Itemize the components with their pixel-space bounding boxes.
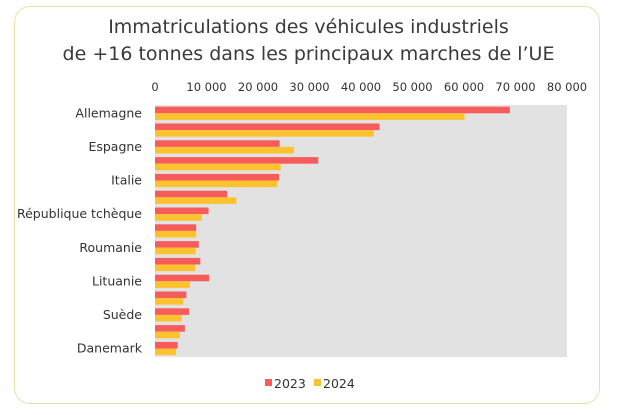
- category-label: République tchèque: [17, 206, 142, 221]
- bar-2023: [155, 173, 280, 181]
- bar-2024: [155, 331, 180, 339]
- category-label: Espagne: [88, 139, 142, 154]
- x-tick-label: 60 000: [444, 80, 484, 94]
- category-label: Italie: [111, 173, 142, 188]
- x-tick-label: 0: [151, 80, 158, 94]
- bar-2024: [155, 214, 202, 221]
- bar-2024: [155, 298, 184, 305]
- legend-label: 2023: [274, 376, 306, 391]
- chart-card: [14, 6, 600, 404]
- bar-2024: [155, 163, 281, 171]
- bar-2024: [155, 230, 197, 238]
- bar-2023: [155, 190, 228, 198]
- category-label: Allemagne: [75, 105, 142, 120]
- bar-2024: [155, 348, 177, 356]
- bar-2023: [155, 274, 210, 282]
- x-tick-label: 10 000: [186, 80, 226, 94]
- bar-2024: [155, 180, 278, 188]
- chart-title: Immatriculations des véhicules industrie…: [0, 14, 617, 68]
- bar-2023: [155, 341, 178, 349]
- bar-2023: [155, 157, 319, 164]
- bar-2023: [155, 123, 380, 131]
- bar-2024: [155, 113, 465, 120]
- x-tick-label: 70 000: [495, 80, 535, 94]
- bar-2023: [155, 291, 187, 299]
- bar-2024: [155, 264, 196, 272]
- bar-2023: [155, 106, 510, 114]
- bar-2024: [155, 281, 191, 288]
- legend-swatch-2024: [314, 379, 321, 386]
- bar-2023: [155, 140, 280, 147]
- bar-2024: [155, 130, 374, 137]
- bar-2023: [155, 257, 201, 265]
- bar-2023: [155, 241, 199, 248]
- bar-2023: [155, 224, 197, 231]
- bar-2023: [155, 325, 185, 332]
- category-label: Roumanie: [79, 240, 142, 255]
- chart-title-line-1: Immatriculations des véhicules industrie…: [108, 16, 509, 38]
- x-tick-label: 80 000: [547, 80, 587, 94]
- bar-2024: [155, 197, 237, 204]
- category-label: Danemark: [77, 341, 143, 356]
- x-tick-label: 20 000: [238, 80, 278, 94]
- x-tick-label: 50 000: [392, 80, 432, 94]
- category-label: Suède: [103, 307, 142, 322]
- chart-title-line-2: de +16 tonnes dans les principaux marche…: [62, 43, 555, 65]
- bar-2023: [155, 308, 189, 315]
- legend-label: 2024: [323, 376, 355, 391]
- x-tick-label: 30 000: [289, 80, 329, 94]
- bar-2023: [155, 207, 209, 215]
- legend-swatch-2023: [265, 379, 272, 386]
- category-label: Lituanie: [92, 273, 142, 288]
- bar-2024: [155, 247, 196, 255]
- bar-2024: [155, 314, 182, 322]
- bar-2024: [155, 146, 295, 154]
- x-tick-label: 40 000: [341, 80, 381, 94]
